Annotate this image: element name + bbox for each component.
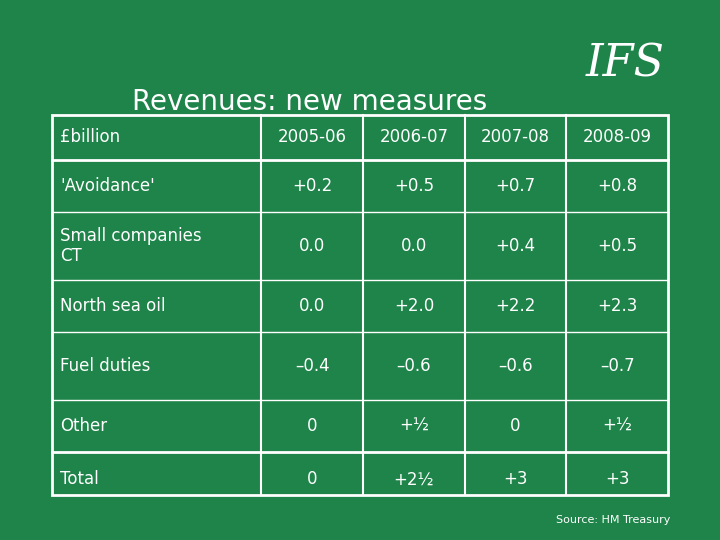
Text: 0.0: 0.0 <box>299 237 325 255</box>
Text: Other: Other <box>60 417 107 435</box>
Text: Revenues: new measures: Revenues: new measures <box>132 88 487 116</box>
Text: +0.5: +0.5 <box>394 177 434 195</box>
Text: Total: Total <box>60 470 99 489</box>
Text: Small companies
CT: Small companies CT <box>60 227 202 265</box>
Text: +½: +½ <box>602 417 632 435</box>
Text: 2006-07: 2006-07 <box>379 129 449 146</box>
Text: +2½: +2½ <box>394 470 434 489</box>
Text: +2.0: +2.0 <box>394 297 434 315</box>
Text: –0.7: –0.7 <box>600 357 634 375</box>
Text: 0: 0 <box>307 470 318 489</box>
Text: 0.0: 0.0 <box>401 237 427 255</box>
Text: 2005-06: 2005-06 <box>278 129 347 146</box>
Text: 0.0: 0.0 <box>299 297 325 315</box>
Text: –0.6: –0.6 <box>397 357 431 375</box>
Text: Fuel duties: Fuel duties <box>60 357 150 375</box>
Text: +2.3: +2.3 <box>597 297 637 315</box>
Text: IFS: IFS <box>586 42 665 85</box>
Text: +0.2: +0.2 <box>292 177 333 195</box>
Text: –0.6: –0.6 <box>498 357 533 375</box>
Text: +3: +3 <box>605 470 629 489</box>
Text: Source: HM Treasury: Source: HM Treasury <box>556 515 670 525</box>
Bar <box>52 115 668 495</box>
Text: 0: 0 <box>307 417 318 435</box>
Text: –0.4: –0.4 <box>295 357 330 375</box>
Text: +½: +½ <box>399 417 429 435</box>
Text: +2.2: +2.2 <box>495 297 536 315</box>
Text: +0.7: +0.7 <box>495 177 536 195</box>
Text: +3: +3 <box>503 470 528 489</box>
Text: +0.4: +0.4 <box>495 237 536 255</box>
Text: North sea oil: North sea oil <box>60 297 166 315</box>
Text: +0.8: +0.8 <box>597 177 637 195</box>
Text: 2007-08: 2007-08 <box>481 129 550 146</box>
Text: 2008-09: 2008-09 <box>582 129 652 146</box>
Text: 0: 0 <box>510 417 521 435</box>
Text: 'Avoidance': 'Avoidance' <box>60 177 155 195</box>
Text: £billion: £billion <box>60 129 120 146</box>
Text: +0.5: +0.5 <box>597 237 637 255</box>
